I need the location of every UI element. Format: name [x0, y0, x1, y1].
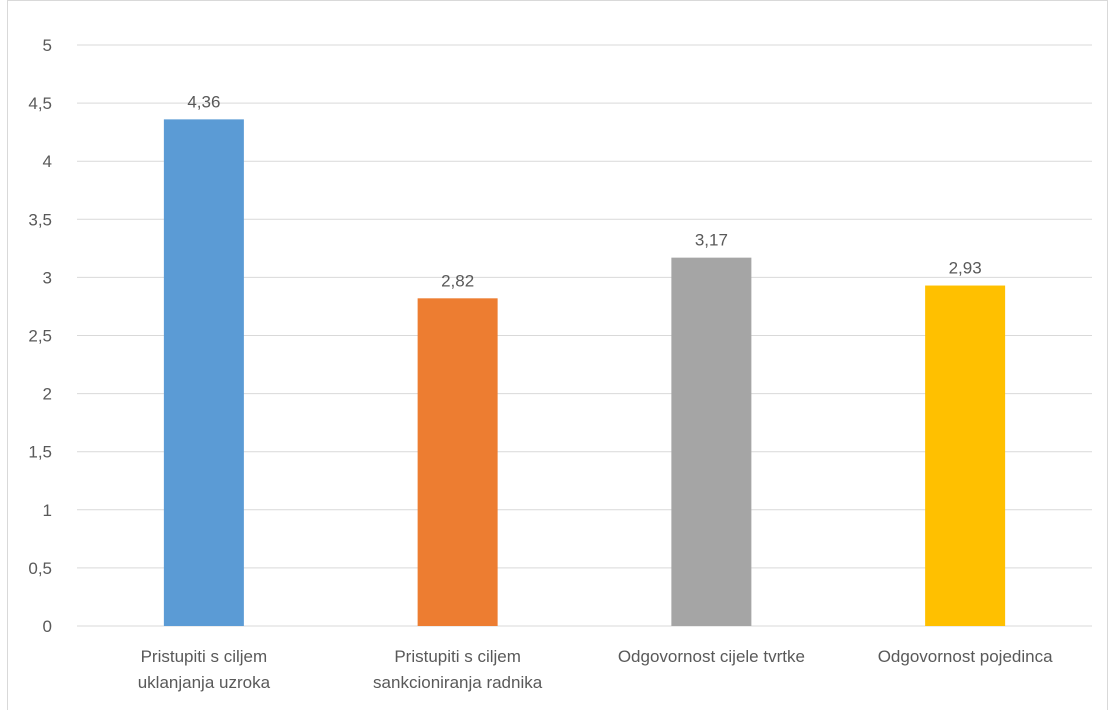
x-category-label-line: Pristupiti s ciljem	[141, 647, 268, 666]
y-tick-label: 4,5	[28, 94, 52, 113]
y-tick-label: 1	[43, 501, 52, 520]
bar	[925, 285, 1006, 626]
x-category-label: Pristupiti s ciljem uklanjanja uzroka	[138, 647, 271, 692]
bar	[417, 298, 498, 626]
y-tick-label: 3,5	[28, 210, 52, 229]
data-label: 2,82	[441, 271, 474, 290]
y-tick-label: 0	[43, 617, 52, 636]
bar	[671, 257, 752, 626]
chart-frame	[7, 0, 1108, 710]
y-tick-label: 1,5	[28, 443, 52, 462]
x-category-label-line: sankcioniranja radnika	[373, 673, 543, 692]
y-tick-label: 4	[43, 152, 52, 171]
x-category-label-line: Pristupiti s ciljem	[394, 647, 521, 666]
x-category-label-line: uklanjanja uzroka	[138, 673, 271, 692]
data-label: 4,36	[187, 92, 220, 111]
y-tick-label: 0,5	[28, 559, 52, 578]
data-label: 2,93	[949, 259, 982, 278]
x-category-label: Odgovornost cijele tvrtke	[618, 647, 805, 666]
y-tick-label: 5	[43, 36, 52, 55]
x-category-label-line: Odgovornost cijele tvrtke	[618, 647, 805, 666]
x-category-label: Odgovornost pojedinca	[878, 647, 1053, 666]
x-category-label-line: Odgovornost pojedinca	[878, 647, 1053, 666]
x-category-label: Pristupiti s ciljem sankcioniranja radnik…	[373, 647, 543, 692]
data-label: 3,17	[695, 231, 728, 250]
bar	[163, 119, 244, 627]
y-tick-label: 2,5	[28, 327, 52, 346]
y-tick-label: 2	[43, 385, 52, 404]
y-tick-label: 3	[43, 268, 52, 287]
